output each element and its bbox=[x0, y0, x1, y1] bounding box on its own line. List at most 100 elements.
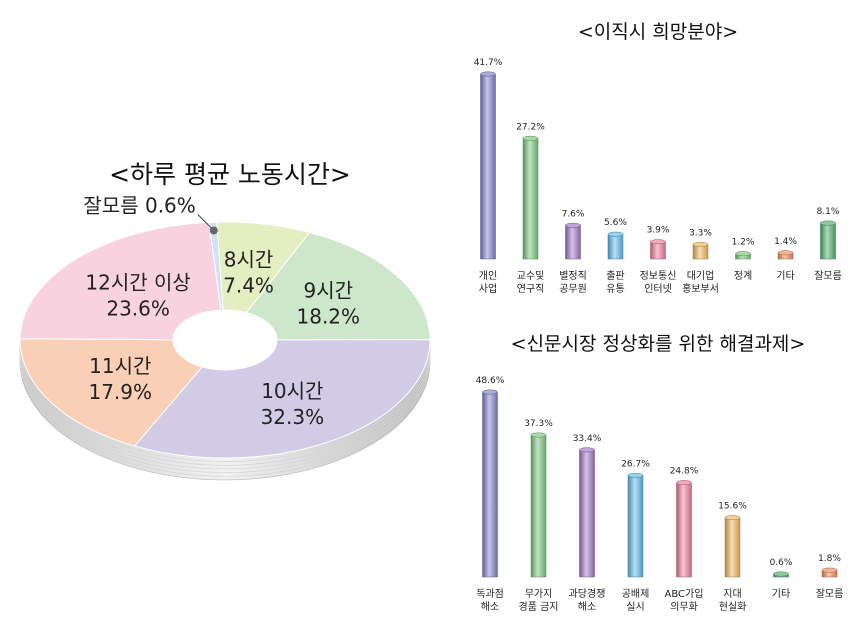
bar-cap bbox=[579, 447, 595, 453]
bar bbox=[522, 138, 539, 260]
bar-cap bbox=[777, 250, 794, 256]
bar-chart-career-title: <이직시 희망분야> bbox=[578, 21, 738, 43]
bar-category-label: 의무화 bbox=[670, 601, 698, 613]
bar-category-label: 기타 bbox=[772, 588, 790, 600]
pie-title: <하루 평균 노동시간> bbox=[109, 160, 351, 189]
bar-value-label: 1.8% bbox=[818, 554, 841, 564]
bar-cap bbox=[627, 472, 644, 478]
bar bbox=[480, 73, 496, 260]
pie-slice bbox=[245, 231, 431, 341]
bar-value-label: 27.2% bbox=[516, 122, 545, 132]
bar-category-label: 경품 금지 bbox=[519, 600, 559, 613]
bar bbox=[530, 434, 547, 578]
bar-category-label: 잘모름 bbox=[814, 270, 842, 282]
bar-cap bbox=[482, 389, 498, 395]
bar-value-label: 1.4% bbox=[774, 237, 797, 247]
bar-category-label: 유통 bbox=[606, 283, 624, 295]
bar bbox=[482, 391, 498, 578]
bar-value-label: 15.6% bbox=[718, 502, 747, 512]
bar-chart-tasks-title: <신문시장 정상화를 위한 해결과제> bbox=[511, 333, 806, 355]
bar-category-label: 개인 bbox=[479, 270, 497, 282]
bar-category-label: 별정직 bbox=[559, 270, 587, 282]
bar-category-label: 과당경쟁 bbox=[569, 587, 606, 600]
pie-disc-edge-line bbox=[19, 343, 431, 463]
bar-value-label: 5.6% bbox=[604, 218, 627, 228]
bar-cap bbox=[724, 515, 741, 521]
bar-value-label: 24.8% bbox=[670, 467, 699, 477]
bar-value-label: 1.2% bbox=[732, 238, 755, 248]
bar-cap bbox=[692, 241, 709, 247]
bar-category-label: 출판 bbox=[606, 270, 624, 282]
bar-category-label: 잘모름 bbox=[816, 588, 844, 600]
bar-cap bbox=[650, 239, 666, 245]
bar-value-label: 3.9% bbox=[647, 226, 670, 236]
pie-callout-dot bbox=[209, 226, 218, 235]
bar-category-label: 기타 bbox=[776, 270, 794, 282]
bar-value-label: 26.7% bbox=[621, 459, 650, 469]
bar-cap bbox=[565, 222, 581, 228]
pie-slice bbox=[19, 338, 203, 447]
pie-slice-value: 17.9% bbox=[88, 380, 152, 404]
bar-value-label: 7.6% bbox=[562, 209, 585, 219]
pie-slice-value: 23.6% bbox=[106, 296, 170, 320]
bar-cap bbox=[773, 571, 789, 577]
bar-category-label: 공배제 bbox=[622, 588, 650, 600]
pie-slices bbox=[19, 221, 431, 481]
bar-value-label: 33.4% bbox=[573, 434, 602, 444]
bar-category-label: 정보통신 bbox=[640, 270, 677, 282]
pie-slice-value: 7.4% bbox=[223, 274, 274, 298]
bar-category-label: 대기업 bbox=[687, 269, 715, 282]
bar-category-label: 교수및 bbox=[517, 270, 545, 282]
bar-category-label: 지대 bbox=[723, 588, 741, 600]
pie-slice-label: 12시간 이상 bbox=[85, 270, 190, 294]
bar-value-label: 37.3% bbox=[524, 419, 553, 429]
bar-cap bbox=[530, 432, 547, 438]
pie-slice bbox=[133, 339, 431, 459]
bar-cap bbox=[607, 231, 624, 237]
pie-slice-label: 잘모름 0.6% bbox=[83, 193, 195, 217]
bar-category-label: 연구직 bbox=[517, 283, 545, 295]
pie-slice-value: 32.3% bbox=[261, 405, 325, 429]
bar bbox=[579, 449, 595, 578]
pie-slice bbox=[19, 221, 222, 341]
bar-category-label: 무가지 bbox=[525, 588, 553, 600]
bar-category-label: 해소 bbox=[578, 600, 596, 613]
bar-value-label: 48.6% bbox=[476, 376, 505, 386]
bar bbox=[724, 517, 741, 578]
pie-slice-label: 11시간 bbox=[89, 354, 151, 378]
pie-slice-label: 8시간 bbox=[224, 248, 274, 272]
bar-cap bbox=[522, 135, 539, 141]
bar-category-label: 독과점 bbox=[476, 588, 504, 600]
bar-value-label: 3.3% bbox=[689, 228, 712, 238]
pie-slice bbox=[208, 221, 224, 311]
bar bbox=[607, 233, 624, 260]
bar-category-label: 정계 bbox=[734, 270, 752, 282]
pie-slice-label: 10시간 bbox=[261, 379, 323, 403]
bar-cap bbox=[480, 71, 496, 77]
bar-category-label: 공무원 bbox=[559, 283, 587, 295]
bar-value-label: 41.7% bbox=[474, 58, 503, 68]
bar-value-label: 8.1% bbox=[817, 207, 840, 217]
bar-cap bbox=[676, 480, 692, 486]
bar bbox=[627, 475, 644, 578]
bar bbox=[650, 241, 666, 260]
bar-category-label: 홍보부서 bbox=[682, 282, 719, 295]
bar-cap bbox=[820, 220, 836, 226]
bar-category-label: 현실화 bbox=[719, 601, 747, 613]
bar-category-label: 인터넷 bbox=[644, 283, 672, 295]
pie-slice-label: 9시간 bbox=[304, 279, 354, 303]
bar bbox=[565, 225, 581, 260]
pie-disc-edge-line bbox=[19, 347, 431, 466]
bar-category-label: 사업 bbox=[479, 282, 497, 295]
pie-disc-edge-line bbox=[19, 354, 431, 474]
bar-cap bbox=[735, 251, 751, 257]
bar-category-label: 해소 bbox=[481, 600, 499, 613]
bar bbox=[820, 222, 836, 260]
bar-category-label: 실시 bbox=[626, 601, 644, 613]
